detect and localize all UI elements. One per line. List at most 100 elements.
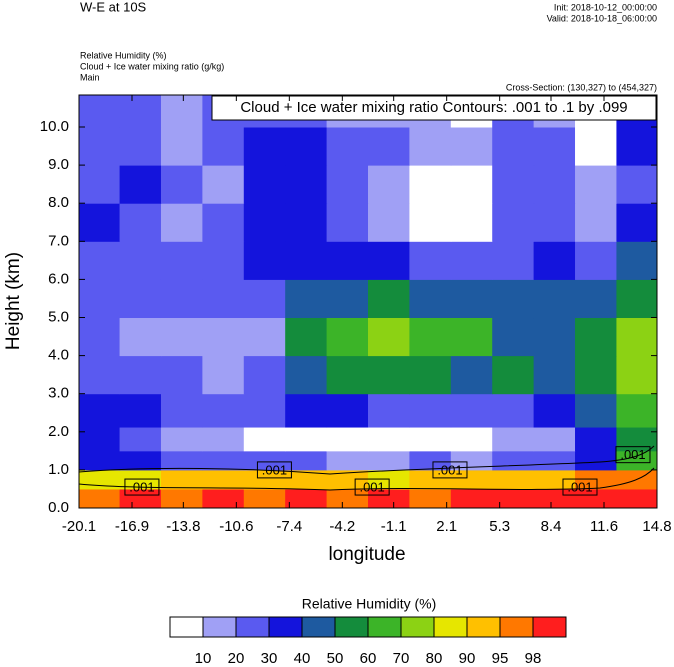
rh-cell [160,488,203,509]
x-tick-label: 11.6 [590,518,618,535]
rh-cell [492,355,535,395]
rh-cell [409,450,452,471]
colorbar-box [202,616,237,638]
rh-cell [492,317,535,357]
rh-cell [368,203,410,242]
rh-cell [285,279,328,319]
x-tick-label: 5.3 [489,518,510,535]
rh-cell [79,427,121,452]
rh-cell [326,450,369,471]
rh-cell [243,127,286,166]
rh-cell [243,488,286,509]
field-label: Cloud + Ice water mixing ratio (g/kg) [80,61,224,71]
rh-cell [119,279,162,319]
rh-cell [409,488,452,509]
rh-cell [160,241,203,280]
rh-cell [575,393,617,428]
rh-cell [616,450,658,471]
rh-cell [243,393,286,428]
rh-cell [326,488,369,509]
rh-cell [409,469,452,490]
colorbar-box [334,616,369,638]
rh-cell [492,450,535,471]
rh-cell [368,165,410,204]
rh-cell [79,165,121,204]
rh-cell [243,317,286,357]
rh-cell [450,469,493,490]
rh-cell [575,127,617,166]
y-tick-label: 10.0 [40,118,69,135]
y-tick-label: 3.0 [48,385,69,402]
colorbar-label: 10 [195,650,212,667]
rh-cell [285,165,328,204]
rh-cell [533,203,576,242]
rh-cell [160,279,203,319]
colorbar-box [433,616,468,638]
rh-cell [616,488,658,509]
rh-cell [409,317,452,357]
rh-cell [409,393,452,428]
contour-label: .001 [567,479,592,494]
rh-cell [450,317,493,357]
colorbar-label: 30 [261,650,278,667]
rh-cell [285,488,328,509]
rh-cell [575,488,617,509]
rh-cell [450,203,493,242]
rh-cell [160,355,203,395]
y-tick-label: 1.0 [48,461,69,478]
contour-label: .001 [129,479,154,494]
rh-cell [79,127,121,166]
contour-label: .001 [262,462,287,477]
y-tick-label: 2.0 [48,423,69,440]
contour-label-box [432,461,468,479]
rh-cell [368,427,410,452]
rh-cell [202,317,245,357]
colorbar-label: 95 [492,650,509,667]
rh-cell [119,488,162,509]
rh-cell [533,241,576,280]
rh-cell [202,427,245,452]
rh-cell [533,450,576,471]
rh-cell [492,427,535,452]
field-label: Relative Humidity (%) [80,50,167,60]
rh-cell [160,203,203,242]
info-box [211,95,657,121]
rh-cell [119,165,162,204]
x-tick-label: 2.1 [436,518,457,535]
rh-cell [243,279,286,319]
y-tick-label: 5.0 [48,308,69,325]
rh-cell [119,241,162,280]
y-tick-label: 4.0 [48,347,69,364]
colorbar-label: 98 [525,650,542,667]
rh-cell [450,165,493,204]
rh-cell [285,317,328,357]
colorbar-label: 40 [294,650,311,667]
rh-cell [575,450,617,471]
colorbar-box [532,616,567,638]
rh-cell [616,203,658,242]
rh-cell [575,317,617,357]
rh-cell [326,203,369,242]
rh-cell [533,488,576,509]
rh-cell [79,203,121,242]
rh-cell [326,127,369,166]
rh-cell [243,241,286,280]
rh-cell [243,203,286,242]
rh-cell [409,427,452,452]
rh-cell [575,469,617,490]
rh-cell [616,393,658,428]
rh-cell [409,241,452,280]
overlay: Cloud + Ice water mixing ratio Contours:… [78,94,658,509]
rh-cell [450,427,493,452]
rh-cell [326,355,369,395]
rh-cell [533,165,576,204]
rh-cell [492,393,535,428]
rh-cell [368,127,410,166]
rh-cell [326,317,369,357]
rh-cell [79,279,121,319]
rh-cell [326,165,369,204]
colorbar-box [301,616,336,638]
rh-cell [368,279,410,319]
colorbar-label: 90 [459,650,476,667]
x-tick-label: -20.1 [62,518,96,535]
